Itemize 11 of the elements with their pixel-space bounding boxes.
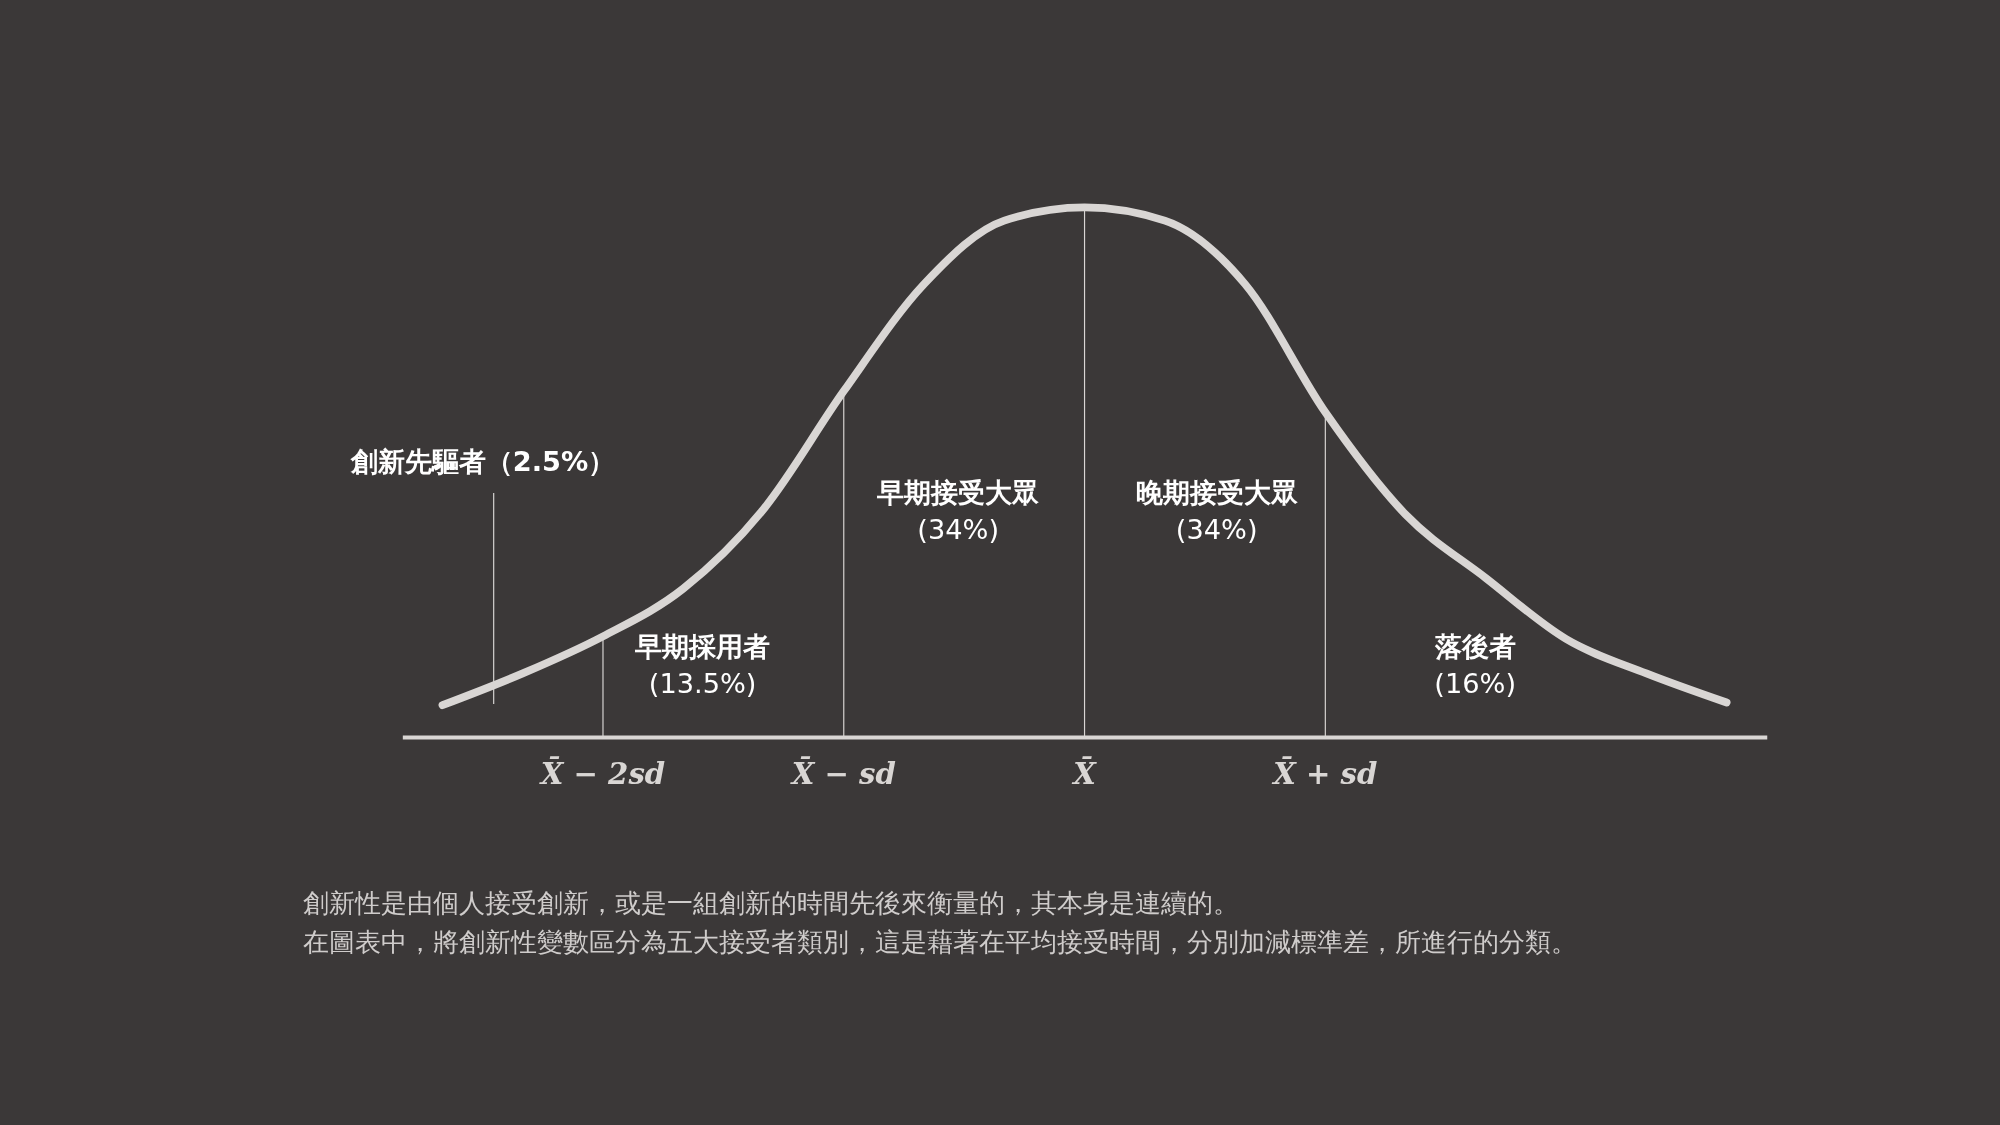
annotation: 早期接受大眾 (34%) [876,476,1040,545]
x-tick-label: X̄ + sd [1271,755,1378,792]
annotation: 創新先驅者（2.5%） [349,445,616,477]
x-tick-label: X̄ − 2sd [538,755,666,792]
annotation: 早期採用者 (13.5%) [634,631,771,700]
x-tick-label: X̄ − sd [789,755,896,792]
x-tick-label: X̄ [1071,755,1098,792]
text: 創新性是由個人接受創新，或是一組創新的時間先後來衡量的，其本身是連續的。 [303,887,1240,918]
annotation: 晚期接受大眾 (34%) [1135,476,1298,545]
text: 在圖表中，將創新性變數區分為五大接受者類別，這是藉著在平均接受時間，分別加減標準差，所進行的分類。 [303,926,1578,957]
annotation: 落後者 (16%) [1433,631,1517,700]
